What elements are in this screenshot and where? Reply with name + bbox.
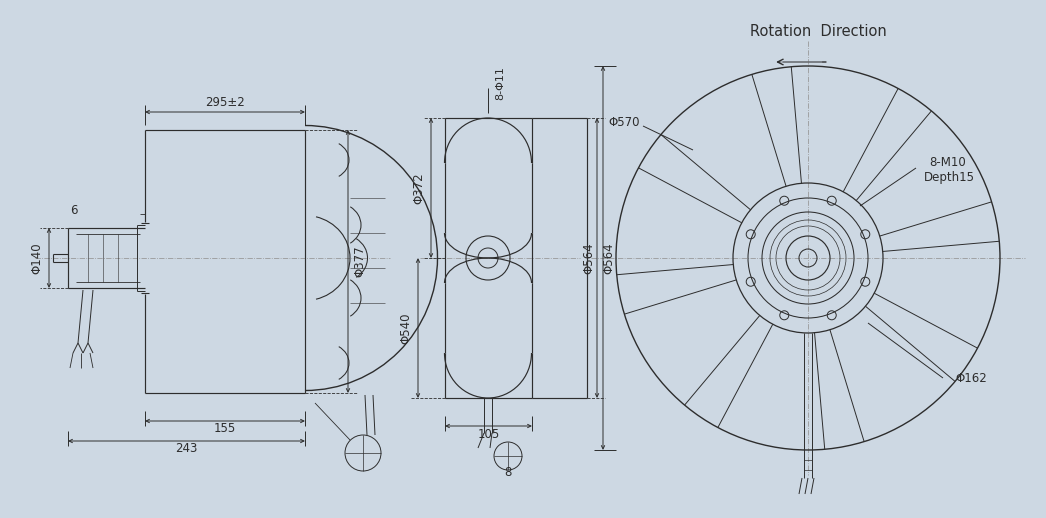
- Text: 8: 8: [504, 467, 511, 480]
- Text: 105: 105: [477, 427, 500, 440]
- Text: 8-M10: 8-M10: [930, 156, 967, 169]
- Text: 295±2: 295±2: [205, 96, 245, 109]
- Text: Rotation  Direction: Rotation Direction: [750, 24, 886, 39]
- Text: 155: 155: [213, 423, 236, 436]
- Text: Φ377: Φ377: [354, 246, 366, 277]
- Text: Φ372: Φ372: [412, 172, 426, 204]
- Text: 243: 243: [176, 442, 198, 455]
- Text: Φ540: Φ540: [400, 312, 412, 344]
- Text: 8-Φ11: 8-Φ11: [495, 66, 505, 100]
- Text: Φ564: Φ564: [583, 242, 595, 274]
- Text: 6: 6: [70, 204, 77, 217]
- Text: Φ162: Φ162: [955, 371, 986, 384]
- Text: Φ140: Φ140: [30, 242, 44, 274]
- Text: Φ570: Φ570: [609, 117, 640, 130]
- Text: Φ564: Φ564: [602, 242, 615, 274]
- Text: Depth15: Depth15: [924, 171, 975, 184]
